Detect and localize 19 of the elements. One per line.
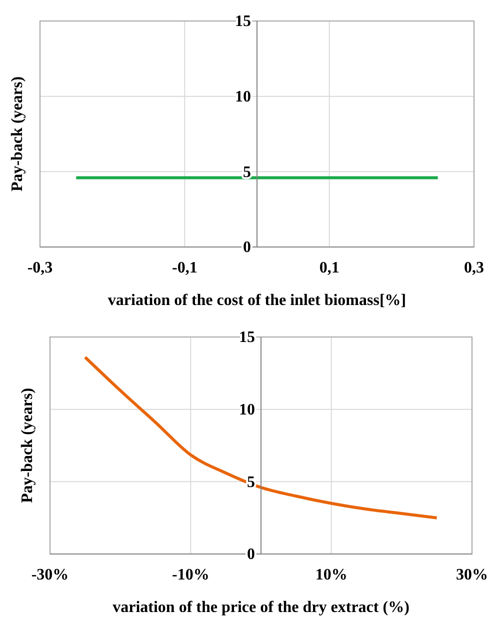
line-series [84, 356, 438, 520]
x-tick-label: -30% [31, 566, 69, 584]
y-tick-label: 15 [235, 13, 251, 30]
y-tick-label: 10 [235, 88, 251, 106]
y-tick-label: 15 [239, 329, 255, 346]
x-tick-label: -0,1 [172, 259, 198, 276]
x-tick-label: 10% [315, 566, 348, 584]
x-axis-title: variation of the price of the dry extract (%) [112, 599, 410, 616]
y-tick-label: 0 [247, 546, 255, 564]
y-axis-title: Pay-back (years) [19, 388, 36, 504]
y-tick-label: 0 [243, 239, 251, 256]
x-tick-label: 0,1 [319, 259, 340, 276]
y-axis-title: Pay-back (years) [9, 76, 26, 192]
x-tick-label: 30% [456, 566, 488, 584]
x-tick-label: 0,3 [464, 259, 484, 276]
x-axis-title: variation of the cost of the inlet biomass[%] [108, 292, 406, 309]
x-tick-label: -10% [172, 566, 210, 584]
x-tick-label: -0,3 [27, 259, 53, 276]
y-tick-label: 10 [239, 401, 255, 418]
